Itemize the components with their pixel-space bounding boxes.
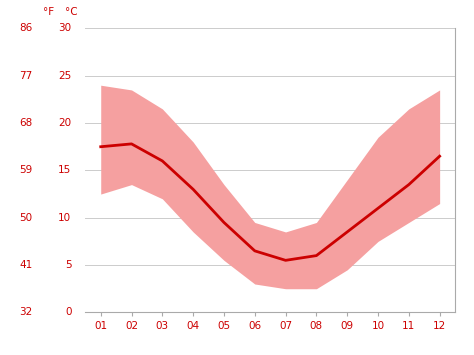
Text: 41: 41 xyxy=(19,260,33,270)
Text: 50: 50 xyxy=(19,213,33,223)
Text: °F: °F xyxy=(43,7,54,17)
Text: 77: 77 xyxy=(19,71,33,81)
Text: 5: 5 xyxy=(65,260,72,270)
Text: 25: 25 xyxy=(58,71,72,81)
Text: 30: 30 xyxy=(58,23,72,33)
Text: °C: °C xyxy=(65,7,78,17)
Text: 0: 0 xyxy=(65,307,72,317)
Text: 20: 20 xyxy=(58,118,72,128)
Text: 10: 10 xyxy=(58,213,72,223)
Text: 32: 32 xyxy=(19,307,33,317)
Text: 86: 86 xyxy=(19,23,33,33)
Text: 15: 15 xyxy=(58,165,72,175)
Text: 68: 68 xyxy=(19,118,33,128)
Text: 59: 59 xyxy=(19,165,33,175)
